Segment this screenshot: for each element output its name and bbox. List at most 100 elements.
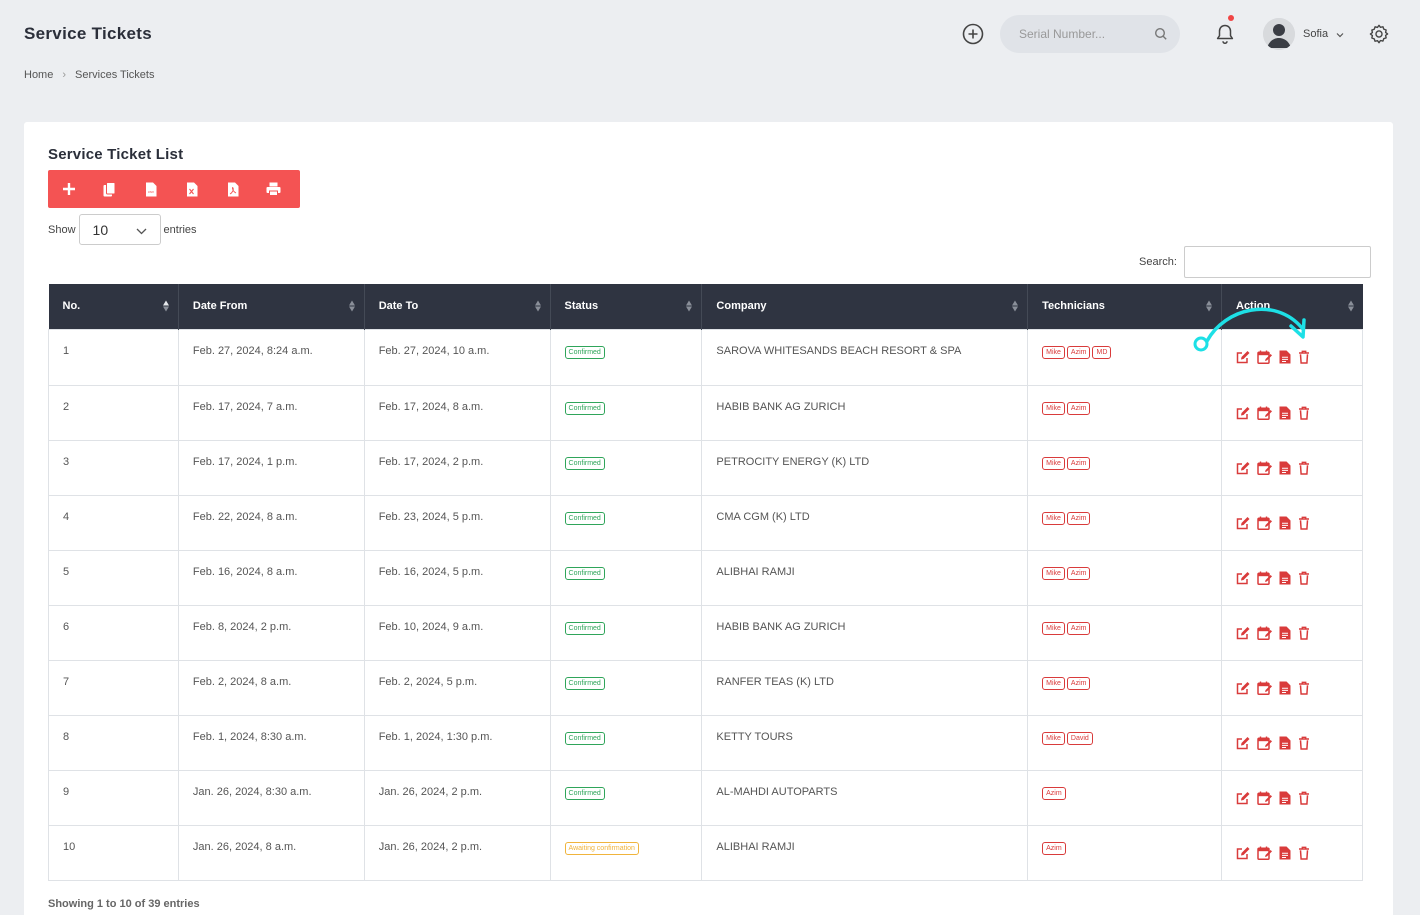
calendar-edit-icon[interactable]	[1257, 406, 1272, 420]
table-search-input[interactable]	[1183, 246, 1371, 278]
document-icon[interactable]	[1279, 516, 1291, 530]
calendar-edit-icon[interactable]	[1257, 516, 1272, 530]
document-icon[interactable]	[1279, 626, 1291, 640]
trash-icon[interactable]	[1298, 626, 1310, 640]
column-header[interactable]: Status	[550, 284, 703, 329]
breadcrumb-home[interactable]: Home	[24, 69, 54, 81]
cell-status: Confirmed	[549, 714, 703, 771]
tickets-table: No. Date From Date To Status Company Technici…	[48, 284, 1363, 881]
trash-icon[interactable]	[1298, 406, 1310, 420]
edit-icon[interactable]	[1236, 571, 1250, 585]
search-icon[interactable]	[1154, 27, 1168, 41]
column-header[interactable]: No.	[48, 284, 179, 329]
technician-badge: Azim	[1066, 621, 1091, 635]
gear-icon[interactable]	[1367, 22, 1391, 46]
sort-icon	[1347, 300, 1354, 312]
breadcrumb: Home › Services Tickets	[24, 69, 154, 81]
edit-icon[interactable]	[1236, 516, 1250, 530]
column-header[interactable]: Technicians	[1027, 284, 1222, 329]
document-icon[interactable]	[1279, 736, 1291, 750]
csv-icon[interactable]: csv	[130, 170, 171, 208]
cell-company: KETTY TOURS	[701, 714, 1029, 771]
print-icon[interactable]	[253, 170, 294, 208]
show-entries: Show 10 entries	[48, 214, 197, 245]
sort-icon	[348, 300, 355, 312]
entries-select-value: 10	[92, 221, 109, 238]
document-icon[interactable]	[1279, 350, 1291, 364]
user-menu[interactable]: Sofia	[1263, 18, 1344, 50]
document-icon[interactable]	[1279, 571, 1291, 585]
cell-date-to: Feb. 23, 2024, 5 p.m.	[363, 494, 551, 551]
trash-icon[interactable]	[1298, 681, 1310, 695]
column-header-label: Status	[564, 300, 599, 313]
cell-company: ALIBHAI RAMJI	[701, 549, 1029, 606]
notification-bell-icon[interactable]	[1213, 15, 1237, 47]
column-header[interactable]: Date To	[364, 284, 551, 329]
calendar-edit-icon[interactable]	[1257, 626, 1272, 640]
trash-icon[interactable]	[1298, 846, 1310, 860]
document-icon[interactable]	[1279, 406, 1291, 420]
trash-icon[interactable]	[1298, 461, 1310, 475]
status-badge: Confirmed	[564, 401, 605, 415]
edit-icon[interactable]	[1236, 681, 1250, 695]
table-row: 6 Feb. 8, 2024, 2 p.m. Feb. 10, 2024, 9 a.…	[48, 604, 1363, 661]
show-label: Show	[48, 223, 76, 236]
edit-icon[interactable]	[1236, 736, 1250, 750]
table-body: 1 Feb. 27, 2024, 8:24 a.m. Feb. 27, 2024, …	[48, 328, 1363, 881]
edit-icon[interactable]	[1236, 791, 1250, 805]
calendar-edit-icon[interactable]	[1257, 681, 1272, 695]
serial-number-input[interactable]	[1019, 27, 1149, 41]
edit-icon[interactable]	[1236, 846, 1250, 860]
technician-badge: Azim	[1042, 786, 1066, 800]
breadcrumb-separator-icon: ›	[62, 69, 67, 81]
document-icon[interactable]	[1279, 846, 1291, 860]
table-row: 10 Jan. 26, 2024, 8 a.m. Jan. 26, 2024, 2 …	[48, 824, 1363, 881]
column-header-label: No.	[62, 300, 81, 313]
document-icon[interactable]	[1279, 681, 1291, 695]
status-badge: Confirmed	[564, 456, 605, 470]
edit-icon[interactable]	[1236, 350, 1250, 364]
calendar-edit-icon[interactable]	[1257, 846, 1272, 860]
entries-select[interactable]: 10	[78, 214, 161, 245]
technician-badge: Azim	[1066, 456, 1091, 470]
column-header[interactable]: Action	[1221, 284, 1363, 329]
column-header[interactable]: Company	[701, 284, 1029, 329]
cell-actions	[1221, 769, 1363, 826]
pdf-icon[interactable]	[212, 170, 253, 208]
calendar-edit-icon[interactable]	[1257, 736, 1272, 750]
trash-icon[interactable]	[1298, 736, 1310, 750]
calendar-edit-icon[interactable]	[1257, 350, 1272, 364]
trash-icon[interactable]	[1298, 516, 1310, 530]
column-header[interactable]: Date From	[178, 284, 365, 329]
edit-icon[interactable]	[1236, 626, 1250, 640]
cell-technicians: Azim	[1027, 824, 1222, 881]
trash-icon[interactable]	[1298, 571, 1310, 585]
calendar-edit-icon[interactable]	[1257, 571, 1272, 585]
trash-icon[interactable]	[1298, 350, 1310, 364]
cell-actions	[1221, 439, 1363, 496]
excel-icon[interactable]	[171, 170, 212, 208]
calendar-edit-icon[interactable]	[1257, 461, 1272, 475]
add-icon[interactable]	[48, 170, 89, 208]
status-badge: Confirmed	[564, 731, 605, 745]
column-header-label: Technicians	[1042, 300, 1105, 313]
table-row: 3 Feb. 17, 2024, 1 p.m. Feb. 17, 2024, 2 p…	[48, 439, 1363, 496]
copy-icon[interactable]	[89, 170, 130, 208]
calendar-edit-icon[interactable]	[1257, 791, 1272, 805]
edit-icon[interactable]	[1236, 461, 1250, 475]
cell-company: HABIB BANK AG ZURICH	[701, 384, 1029, 441]
chevron-down-icon	[136, 222, 147, 238]
cell-date-to: Jan. 26, 2024, 2 p.m.	[363, 824, 551, 881]
add-circle-icon[interactable]	[961, 22, 985, 46]
trash-icon[interactable]	[1298, 791, 1310, 805]
serial-search	[1000, 15, 1180, 53]
cell-number: 4	[48, 494, 179, 551]
cell-technicians: Mike David	[1027, 714, 1222, 771]
edit-icon[interactable]	[1236, 406, 1250, 420]
page-title: Service Tickets	[24, 24, 152, 43]
cell-company: RANFER TEAS (K) LTD	[701, 659, 1029, 716]
cell-status: Confirmed	[549, 328, 703, 386]
search-label: Search:	[1139, 256, 1177, 268]
document-icon[interactable]	[1279, 791, 1291, 805]
document-icon[interactable]	[1279, 461, 1291, 475]
